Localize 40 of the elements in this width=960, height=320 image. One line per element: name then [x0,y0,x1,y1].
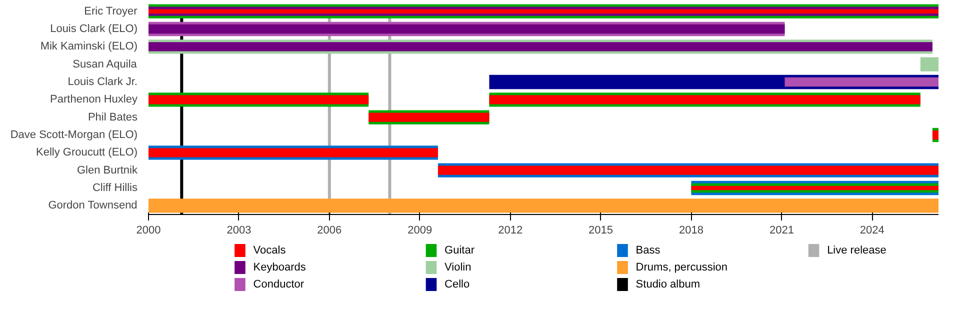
legend-label: Cello [444,278,470,290]
legend-label: Violin [444,262,472,274]
legend-label: Live release [827,244,886,256]
y-tick-label: Louis Clark (ELO) [50,23,138,35]
legend-label: Conductor [253,278,304,290]
y-tick-label: Dave Scott-Morgan (ELO) [10,129,138,141]
y-tick-label: Parthenon Huxley [50,94,138,106]
legend-label: Studio album [636,278,700,290]
legend-label: Keyboards [253,262,306,274]
bar [438,166,938,175]
bar [148,95,369,104]
bar [920,57,938,72]
y-tick-label: Kelly Groucutt (ELO) [36,146,138,159]
x-tick-label: 2018 [679,224,704,236]
y-tick-label: Eric Troyer [84,5,138,18]
x-tick-label: 2000 [136,224,161,236]
bar [368,112,490,122]
y-tick-label: Mik Kaminski (ELO) [40,40,138,53]
y-tick-label: Gordon Townsend [48,200,138,212]
x-tick-label: 2006 [317,224,342,236]
y-tick-label: Cliff Hillis [92,182,138,194]
x-tick-label: 2009 [408,224,432,236]
bar [489,95,920,104]
x-tick-label: 2012 [498,224,523,236]
x-tick-label: 2021 [769,224,794,236]
legend-label: Vocals [253,244,286,256]
x-tick-label: 2024 [860,224,884,236]
bar [148,42,932,52]
legend-label: Drums, percussion [636,262,728,274]
y-tick-label: Phil Bates [88,111,138,124]
bar [148,148,438,158]
y-tick-label: Susan Aquila [72,58,138,70]
bar [932,130,938,140]
y-tick-label: Glen Burtnik [76,164,138,176]
x-tick-label: 2015 [588,224,614,236]
legend-label: Guitar [444,244,475,256]
legend-label: Bass [636,244,661,256]
x-tick-label: 2003 [226,224,252,236]
bar [148,198,938,213]
y-tick-label: Louis Clark Jr. [68,76,138,88]
